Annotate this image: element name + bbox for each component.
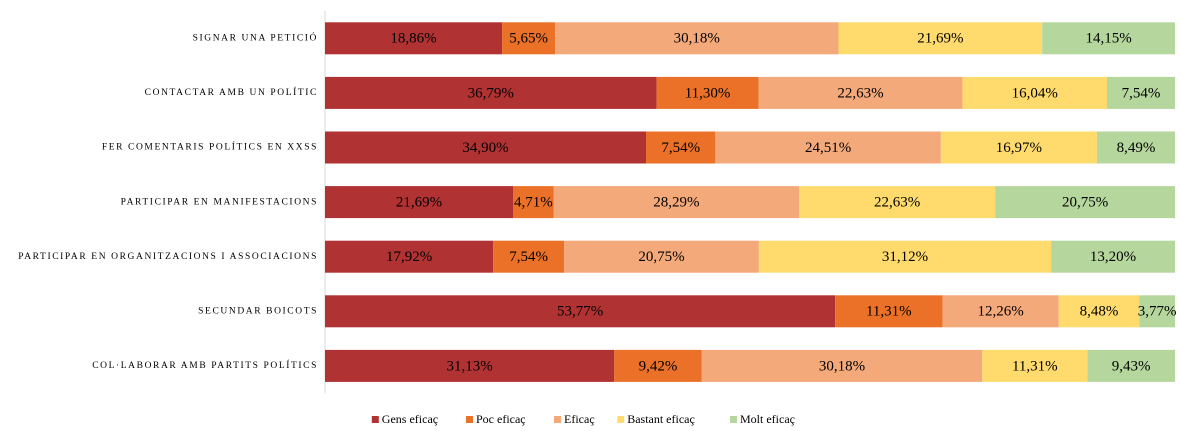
- data-label: 5,65%: [509, 31, 548, 47]
- bar-segment: [325, 186, 513, 219]
- y-tick-label: SIGNAR UNA PETICIÓ: [193, 31, 318, 43]
- bar-segment: [838, 22, 1043, 55]
- bar-segment: [940, 131, 1097, 164]
- data-label: 21,69%: [396, 195, 442, 211]
- bar-segment: [325, 131, 647, 164]
- bar-segment: [646, 131, 716, 164]
- data-label: 11,30%: [685, 85, 731, 101]
- data-label: 20,75%: [1062, 195, 1108, 211]
- bar-segment: [325, 349, 615, 382]
- data-label: 9,42%: [639, 358, 678, 374]
- data-label: 16,97%: [996, 140, 1042, 156]
- data-label: 3,77%: [1138, 304, 1177, 320]
- data-label: 11,31%: [866, 304, 912, 320]
- bar-segment: [325, 76, 657, 109]
- data-label: 22,63%: [874, 195, 920, 211]
- bar-segment: [1139, 295, 1175, 328]
- legend-label: Eficaç: [564, 412, 595, 426]
- bar-segment: [656, 76, 759, 109]
- legend-label: Gens eficaç: [382, 412, 438, 426]
- data-label: 16,04%: [1012, 85, 1058, 101]
- bar-segment: [982, 349, 1088, 382]
- y-tick-label: COL·LABORAR AMB PARTITS POLÍTICS: [92, 359, 318, 371]
- bar-segment: [715, 131, 941, 164]
- bar-segment: [512, 186, 554, 219]
- bar-segment: [1042, 22, 1175, 55]
- data-label: 28,29%: [653, 195, 699, 211]
- bar-segment: [1096, 131, 1175, 164]
- bar-segment: [493, 240, 565, 273]
- data-label: 31,13%: [447, 358, 493, 374]
- data-label: 22,63%: [837, 85, 883, 101]
- y-tick-label: CONTACTAR AMB UN POLÍTIC: [145, 86, 318, 98]
- bar-segment: [995, 186, 1175, 219]
- data-label: 12,26%: [977, 304, 1023, 320]
- bar-segment: [564, 240, 759, 273]
- bar-segment: [1058, 295, 1140, 328]
- legend-swatch: [466, 416, 473, 423]
- data-label: 13,20%: [1090, 249, 1136, 265]
- bar-segment: [942, 295, 1059, 328]
- y-tick-label: PARTICIPAR EN ORGANITZACIONS I ASSOCIACI…: [18, 252, 318, 262]
- data-label: 11,31%: [1012, 358, 1058, 374]
- data-label: 30,18%: [819, 358, 865, 374]
- data-label: 7,54%: [1122, 85, 1161, 101]
- data-label: 24,51%: [805, 140, 851, 156]
- bar-segment: [1051, 240, 1175, 273]
- data-label: 53,77%: [557, 304, 603, 320]
- y-tick-label: PARTICIPAR EN MANIFESTACIONS: [121, 197, 318, 207]
- data-label: 31,12%: [882, 249, 928, 265]
- bar-segment: [614, 349, 702, 382]
- bar-segment: [758, 76, 963, 109]
- bar-segment: [1087, 349, 1175, 382]
- data-label: 20,75%: [638, 249, 684, 265]
- data-label: 8,49%: [1117, 140, 1156, 156]
- data-label: 18,86%: [390, 31, 436, 47]
- legend-swatch: [554, 416, 561, 423]
- y-tick-label: FER COMENTARIS POLÍTICS EN XXSS: [102, 141, 318, 153]
- bar-segment: [701, 349, 983, 382]
- data-label: 7,54%: [661, 140, 700, 156]
- data-label: 17,92%: [386, 249, 432, 265]
- data-label: 4,71%: [514, 195, 553, 211]
- bar-segment: [325, 295, 836, 328]
- bar-segment: [553, 186, 800, 219]
- bar-segment: [758, 240, 1052, 273]
- legend-swatch: [617, 416, 625, 423]
- bar-segment: [1107, 76, 1175, 109]
- legend-label: Bastant eficaç: [627, 412, 695, 426]
- data-label: 21,69%: [917, 31, 963, 47]
- bar-segment: [962, 76, 1108, 109]
- bar-segment: [555, 22, 839, 55]
- data-label: 8,48%: [1080, 304, 1119, 320]
- legend-label: Molt eficaç: [740, 412, 795, 426]
- bar-segment: [799, 186, 996, 219]
- y-tick-label: SECUNDAR BOICOTS: [198, 306, 318, 316]
- data-label: 34,90%: [462, 140, 508, 156]
- data-label: 36,79%: [468, 85, 514, 101]
- legend-swatch: [371, 416, 379, 423]
- bar-segment: [502, 22, 556, 55]
- data-label: 30,18%: [674, 31, 720, 47]
- data-label: 9,43%: [1112, 358, 1151, 374]
- bar-segment: [325, 22, 503, 55]
- legend-label: Poc eficaç: [476, 412, 526, 426]
- bar-segment: [835, 295, 943, 328]
- bar-segment: [325, 240, 494, 273]
- legend-swatch: [730, 416, 737, 423]
- data-label: 14,15%: [1085, 31, 1131, 47]
- data-label: 7,54%: [509, 249, 548, 265]
